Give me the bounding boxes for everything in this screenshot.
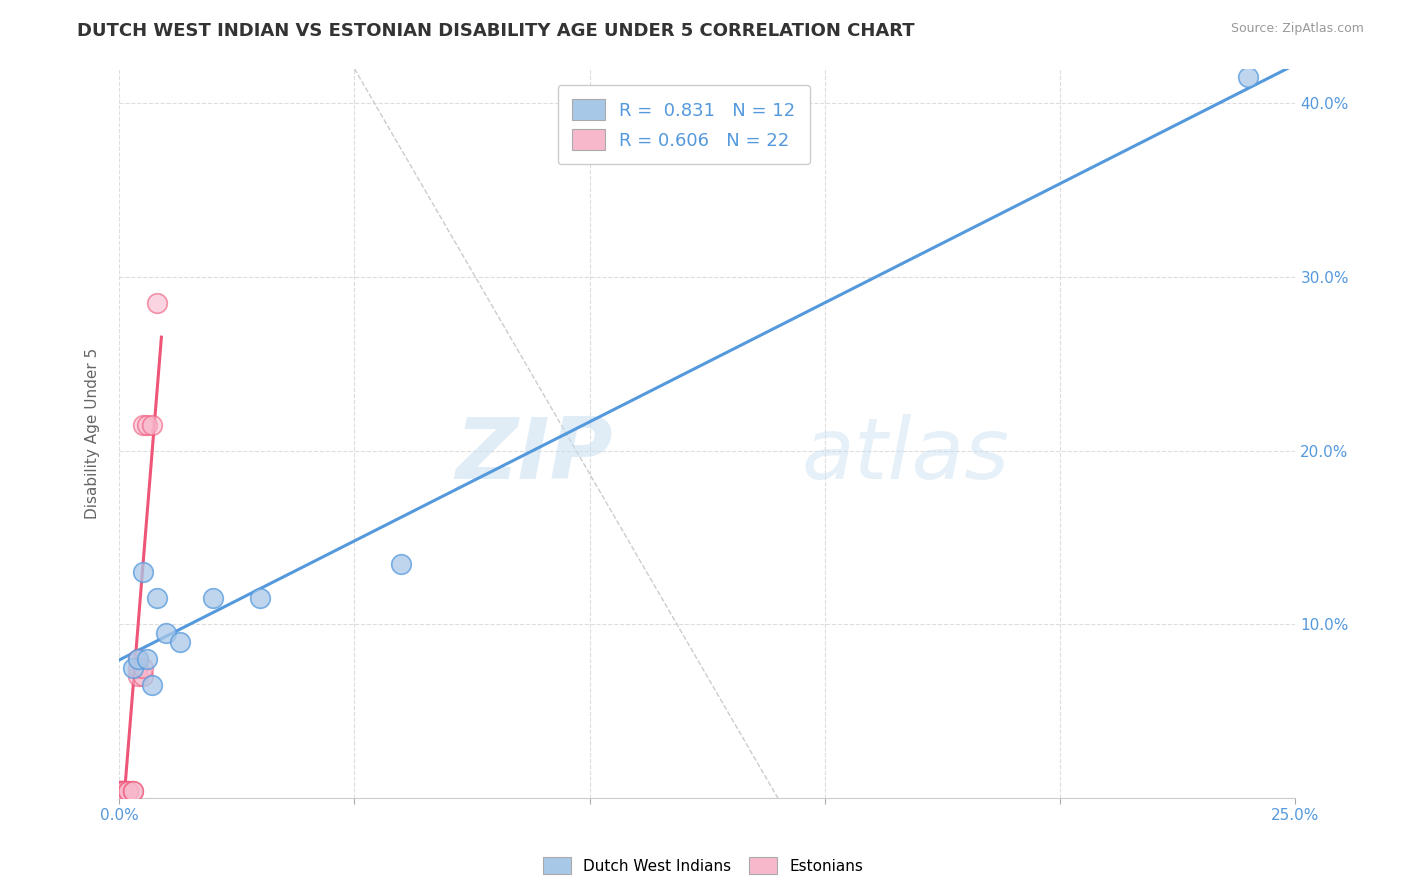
Text: DUTCH WEST INDIAN VS ESTONIAN DISABILITY AGE UNDER 5 CORRELATION CHART: DUTCH WEST INDIAN VS ESTONIAN DISABILITY… (77, 22, 915, 40)
Point (141, 417, 163, 432)
Point (136, 417, 159, 432)
Point (155, 626, 177, 640)
Point (249, 591, 271, 606)
Point (108, 784, 131, 798)
Point (136, 652, 159, 666)
Point (145, 591, 167, 606)
Point (122, 784, 145, 798)
Point (127, 652, 149, 666)
Point (127, 661, 149, 675)
Text: ZIP: ZIP (456, 414, 613, 497)
Point (131, 417, 153, 432)
Point (122, 784, 145, 798)
Point (108, 784, 131, 798)
Point (389, 557, 412, 571)
Legend: R =  0.831   N = 12, R = 0.606   N = 22: R = 0.831 N = 12, R = 0.606 N = 22 (558, 85, 810, 164)
Text: Source: ZipAtlas.com: Source: ZipAtlas.com (1230, 22, 1364, 36)
Point (122, 661, 145, 675)
Point (117, 784, 139, 798)
Point (131, 566, 153, 580)
Point (202, 591, 225, 606)
Point (111, 784, 134, 798)
Point (111, 784, 134, 798)
Point (1237, 70, 1260, 85)
Point (141, 678, 163, 692)
Text: atlas: atlas (801, 414, 1010, 497)
Y-axis label: Disability Age Under 5: Disability Age Under 5 (86, 348, 100, 519)
Point (127, 669, 149, 683)
Point (131, 661, 153, 675)
Point (169, 634, 191, 648)
Point (112, 784, 135, 798)
Point (131, 669, 153, 683)
Point (110, 784, 132, 798)
Point (110, 784, 132, 798)
Point (145, 296, 167, 310)
Point (112, 784, 135, 798)
Point (117, 784, 139, 798)
Legend: Dutch West Indians, Estonians: Dutch West Indians, Estonians (537, 851, 869, 880)
Point (112, 784, 135, 798)
Point (127, 652, 149, 666)
